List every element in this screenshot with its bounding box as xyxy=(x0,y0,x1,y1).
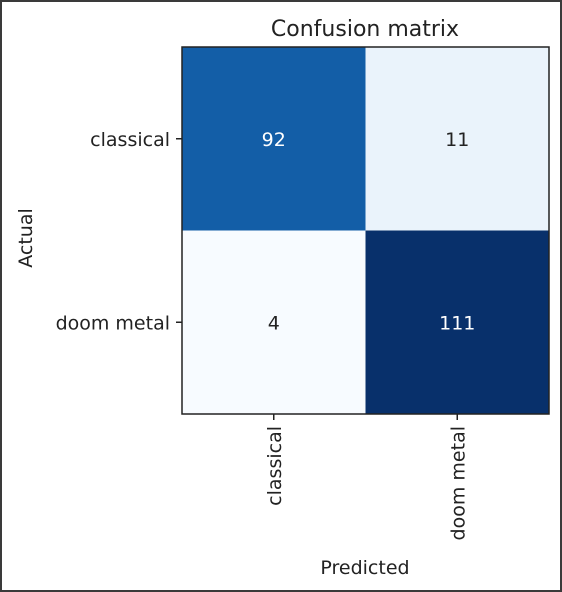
x-axis-ticks: classical doom metal xyxy=(264,414,469,540)
cell-value-r0-c0: 92 xyxy=(262,129,286,151)
cell-value-r1-c0: 4 xyxy=(268,312,280,334)
heatmap-cell-r1-c0 xyxy=(182,230,366,415)
heatmap-cell-r0-c1 xyxy=(365,47,550,231)
heatmap-cells xyxy=(182,47,550,415)
y-axis-label: Actual xyxy=(15,208,37,268)
x-tick-label-0: classical xyxy=(264,426,286,506)
x-axis-label: Predicted xyxy=(320,557,409,579)
chart-title: Confusion matrix xyxy=(271,17,459,42)
y-tick-label-0: classical xyxy=(90,129,170,151)
heatmap-cell-r0-c0 xyxy=(182,47,366,231)
y-axis-ticks: classical doom metal xyxy=(56,129,182,334)
heatmap-cell-r1-c1 xyxy=(365,230,550,415)
y-tick-label-1: doom metal xyxy=(56,312,170,334)
cell-value-r1-c1: 111 xyxy=(439,312,475,334)
x-tick-label-1: doom metal xyxy=(447,426,469,540)
cell-value-r0-c1: 11 xyxy=(445,129,469,151)
heatmap-cell-labels: 92 11 4 111 xyxy=(262,129,476,335)
plot-border xyxy=(181,46,550,415)
